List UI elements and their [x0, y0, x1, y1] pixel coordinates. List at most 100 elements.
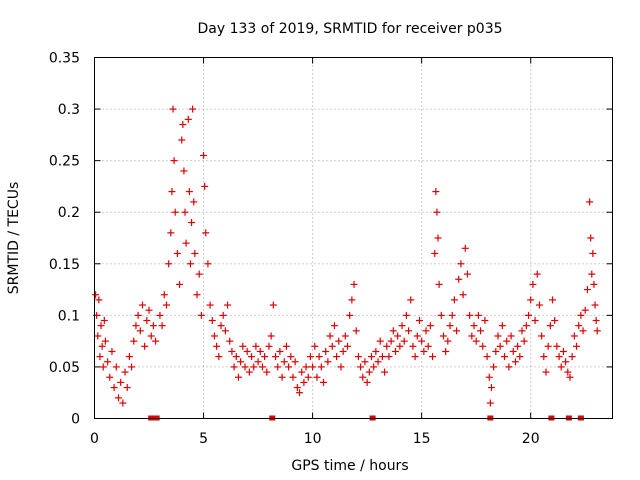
- data-point: [269, 301, 277, 309]
- data-point: [185, 188, 193, 196]
- data-point: [195, 270, 203, 278]
- data-point: [333, 353, 341, 361]
- data-point: [361, 358, 369, 366]
- axis-ticks: [94, 57, 613, 419]
- data-point: [237, 358, 245, 366]
- data-point: [190, 198, 198, 206]
- data-point: [254, 358, 262, 366]
- data-point: [409, 342, 417, 350]
- data-point: [590, 280, 598, 288]
- data-point: [564, 368, 572, 376]
- data-point: [274, 363, 282, 371]
- data-point: [165, 260, 173, 268]
- data-point: [446, 322, 454, 330]
- data-point: [586, 198, 594, 206]
- data-point: [152, 337, 160, 345]
- data-point: [418, 337, 426, 345]
- data-point: [357, 363, 365, 371]
- data-point: [415, 317, 423, 325]
- data-point: [432, 188, 440, 196]
- data-point: [546, 322, 554, 330]
- data-point: [162, 301, 170, 309]
- data-point: [498, 322, 506, 330]
- data-point: [359, 373, 367, 381]
- data-point: [568, 353, 576, 361]
- data-point: [97, 322, 105, 330]
- data-point: [402, 311, 410, 319]
- data-point: [158, 322, 166, 330]
- data-point: [461, 244, 469, 252]
- plot-frame: [94, 57, 613, 419]
- data-point: [276, 347, 284, 355]
- data-point: [344, 342, 352, 350]
- data-point: [326, 332, 334, 340]
- data-point: [466, 311, 474, 319]
- data-point: [587, 234, 595, 242]
- data-point: [202, 229, 210, 237]
- data-point: [505, 363, 513, 371]
- data-point: [591, 301, 599, 309]
- data-point: [566, 373, 574, 381]
- data-point: [492, 347, 500, 355]
- data-point: [442, 347, 450, 355]
- data-point: [136, 327, 144, 335]
- data-point: [179, 121, 187, 129]
- data-point: [405, 327, 413, 335]
- data-point: [143, 317, 151, 325]
- data-point: [429, 353, 437, 361]
- data-point: [224, 301, 232, 309]
- data-point: [501, 353, 509, 361]
- data-point: [514, 342, 522, 350]
- data-point: [98, 342, 106, 350]
- data-point: [400, 337, 408, 345]
- data-point: [184, 115, 192, 123]
- data-point: [293, 384, 301, 392]
- data-point: [387, 337, 395, 345]
- data-point: [252, 342, 260, 350]
- data-point: [588, 270, 596, 278]
- data-point: [370, 363, 378, 371]
- data-point: [108, 347, 116, 355]
- data-point: [208, 317, 216, 325]
- data-point: [459, 291, 467, 299]
- data-point: [487, 384, 495, 392]
- data-point: [496, 342, 504, 350]
- data-point: [278, 373, 286, 381]
- data-point: [457, 260, 465, 268]
- data-point: [311, 342, 319, 350]
- data-point: [215, 353, 223, 361]
- data-point: [241, 363, 249, 371]
- y-tick-label: 0.35: [49, 51, 80, 67]
- data-point: [529, 280, 537, 288]
- data-point: [291, 358, 299, 366]
- data-point: [424, 342, 432, 350]
- data-point: [95, 296, 103, 304]
- data-point: [261, 353, 269, 361]
- data-point: [99, 363, 107, 371]
- data-point: [141, 342, 149, 350]
- data-point: [189, 105, 197, 113]
- data-point: [193, 291, 201, 299]
- data-points: [92, 105, 601, 407]
- data-point: [100, 317, 108, 325]
- x-tick-label: 20: [522, 431, 540, 447]
- data-point: [181, 208, 189, 216]
- data-point: [434, 234, 442, 242]
- data-point: [289, 373, 297, 381]
- data-point: [263, 368, 271, 376]
- data-point: [258, 363, 266, 371]
- data-point: [296, 389, 304, 397]
- data-point: [553, 342, 561, 350]
- data-point: [483, 353, 491, 361]
- data-point: [186, 260, 194, 268]
- data-point: [538, 332, 546, 340]
- data-point: [176, 280, 184, 288]
- data-point: [589, 249, 597, 257]
- data-point: [322, 347, 330, 355]
- data-point: [479, 342, 487, 350]
- data-point: [431, 249, 439, 257]
- y-tick-labels: 0 0.05 0.1 0.15 0.2 0.25 0.3 0.35: [49, 51, 80, 428]
- data-point: [581, 306, 589, 314]
- data-point: [444, 337, 452, 345]
- data-point: [335, 337, 343, 345]
